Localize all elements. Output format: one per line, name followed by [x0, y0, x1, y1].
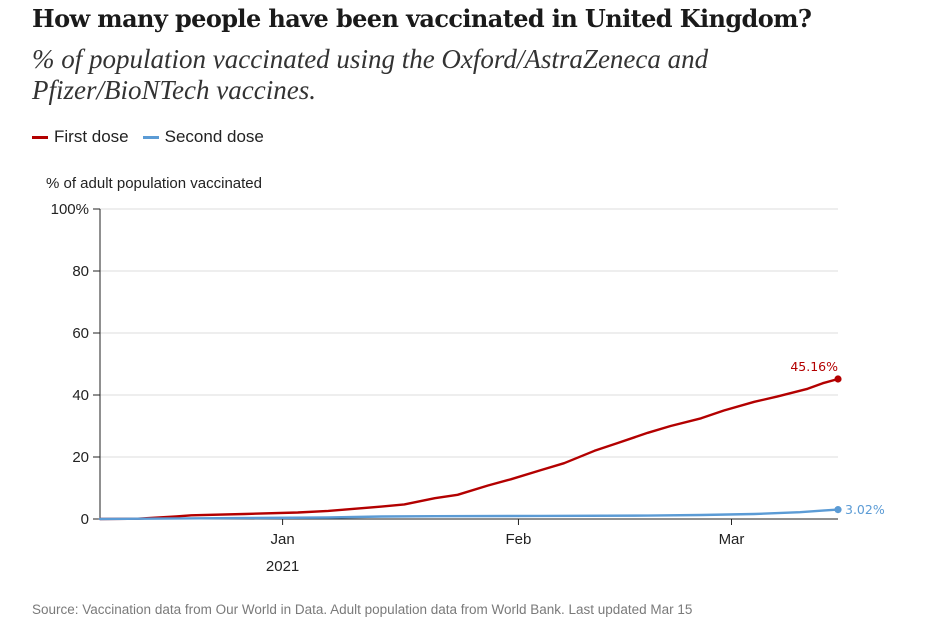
legend-label-first-dose: First dose	[54, 127, 129, 146]
y-axis-title: % of adult population vaccinated	[46, 175, 262, 192]
x-axis: Jan 2021 Feb Mar	[100, 518, 838, 575]
y-tick-label: 80	[72, 263, 89, 280]
x-tick-sublabel: 2021	[266, 558, 299, 575]
legend-label-second-dose: Second dose	[164, 127, 264, 146]
y-tick-label: 60	[72, 325, 89, 342]
legend-item-first-dose: First dose	[32, 127, 129, 147]
chart-subtitle: % of population vaccinated using the Oxf…	[32, 44, 709, 105]
grid-lines	[100, 208, 838, 458]
series-line-second-dose	[98, 508, 840, 521]
source-note: Source: Vaccination data from Our World …	[32, 602, 693, 617]
legend-swatch-second-dose	[142, 135, 159, 139]
legend: First dose Second dose	[32, 127, 278, 147]
series-end-point-second-dose	[834, 506, 842, 514]
legend-item-second-dose: Second dose	[142, 127, 264, 147]
vaccination-line-chart: % of adult population vaccinated 0 20 40 60…	[46, 175, 885, 575]
data-label-second-dose: 3.02%	[845, 502, 885, 517]
series-end-point-first-dose	[834, 375, 842, 383]
series-line-first-dose	[98, 377, 840, 521]
x-tick-label: Mar	[719, 531, 745, 548]
y-axis-ticks: 0 20 40 60 80 100%	[51, 201, 101, 528]
x-tick-label: Feb	[506, 531, 532, 548]
y-tick-label: 0	[81, 511, 89, 528]
y-tick-label: 100%	[51, 201, 89, 218]
chart-title: How many people have been vaccinated in …	[32, 4, 812, 33]
series-lines: 45.16% 3.02%	[98, 359, 885, 521]
y-tick-label: 20	[72, 449, 89, 466]
legend-swatch-first-dose	[32, 135, 48, 139]
data-label-first-dose: 45.16%	[790, 359, 838, 374]
y-tick-label: 40	[72, 387, 89, 404]
x-tick-label: Jan	[271, 531, 295, 548]
